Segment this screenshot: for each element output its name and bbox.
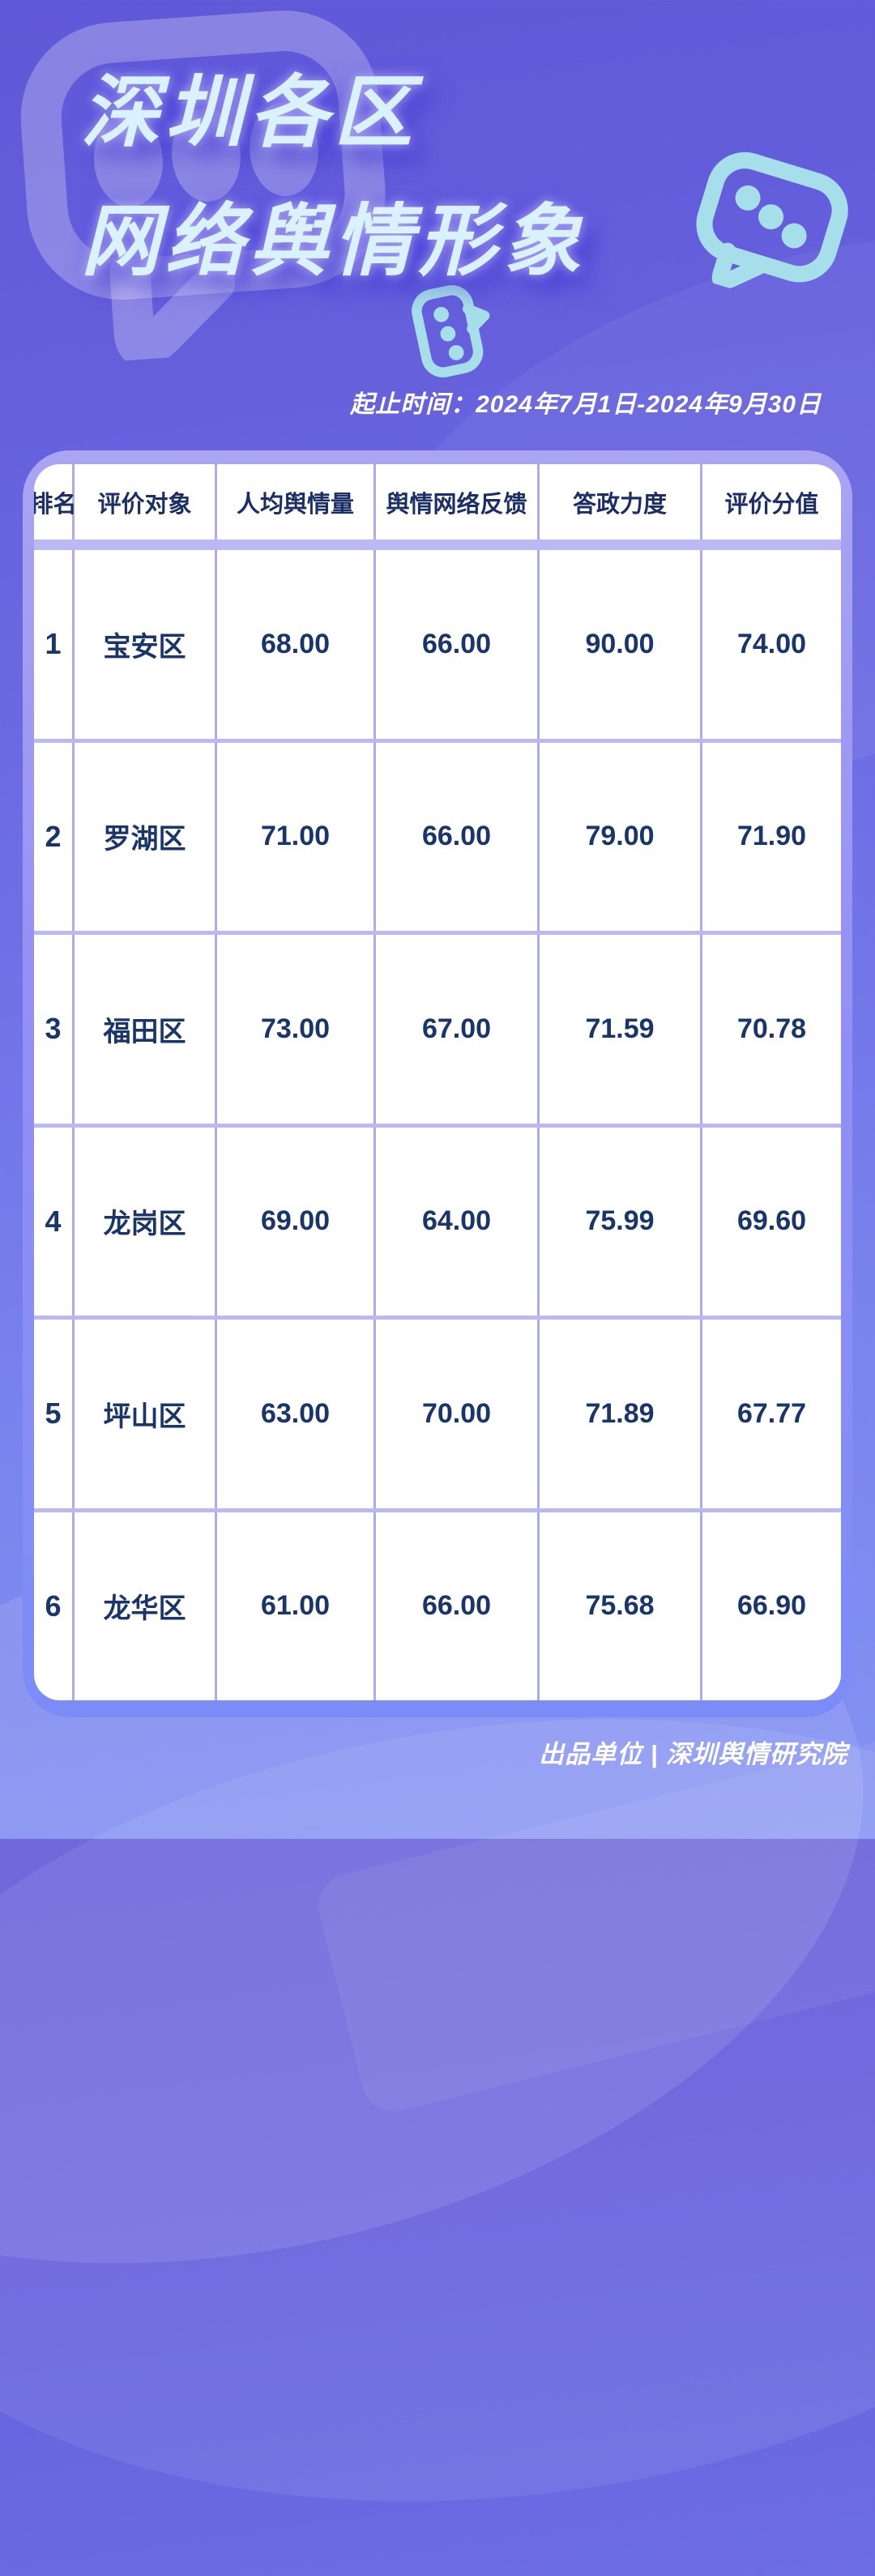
column-header-rank: 排名 — [34, 464, 77, 540]
rank-cell: 3 — [34, 935, 75, 1124]
value-cell: 73.00 — [217, 935, 376, 1124]
column-header-feedback: 舆情网络反馈 — [376, 464, 540, 540]
value-cell: 66.00 — [376, 1512, 540, 1700]
value-cell: 79.00 — [540, 742, 702, 931]
rank-cell: 4 — [34, 1127, 75, 1316]
district-cell: 坪山区 — [75, 1320, 217, 1508]
value-cell: 90.00 — [540, 550, 702, 739]
poster-title: 深圳各区 网络舆情形象 — [81, 73, 587, 280]
value-cell: 74.00 — [736, 628, 807, 659]
chat-bubble-icon — [677, 140, 861, 317]
district-cell: 罗湖区 — [75, 742, 217, 931]
column-header-response: 答政力度 — [540, 464, 702, 540]
value-cell: 70.00 — [376, 1320, 540, 1508]
table-panel: 排名 评价对象 人均舆情量 舆情网络反馈 答政力度 评价分值 1 宝安区 68.… — [23, 450, 852, 1717]
value-cell: 66.90 — [736, 1590, 807, 1622]
value-cell: 68.00 — [217, 550, 376, 739]
date-range-subtitle: 起止时间：2024年7月1日-2024年9月30日 — [350, 391, 822, 418]
value-cell: 64.00 — [376, 1127, 540, 1316]
table-row: 4 龙岗区 69.00 64.00 75.99 69.60 — [34, 1123, 841, 1316]
value-cell: 71.89 — [540, 1320, 702, 1508]
rank-cell: 6 — [34, 1512, 75, 1700]
table-row: 6 龙华区 61.00 66.00 75.68 66.90 — [34, 1508, 841, 1700]
value-cell: 67.00 — [376, 935, 540, 1124]
table-row: 1 宝安区 68.00 66.00 90.00 74.00 — [34, 550, 841, 739]
ranking-table: 排名 评价对象 人均舆情量 舆情网络反馈 答政力度 评价分值 1 宝安区 68.… — [34, 464, 841, 1700]
district-cell: 福田区 — [75, 935, 217, 1124]
value-cell: 69.00 — [217, 1127, 376, 1316]
district-cell: 龙华区 — [75, 1512, 217, 1700]
rank-cell: 2 — [34, 742, 75, 931]
background-swoosh — [0, 1644, 875, 2576]
value-cell: 69.60 — [736, 1205, 807, 1237]
table-row: 2 罗湖区 71.00 66.00 79.00 71.90 — [34, 738, 841, 931]
value-cell: 75.99 — [540, 1127, 702, 1316]
table-body: 1 宝安区 68.00 66.00 90.00 74.00 2 罗湖区 71.0… — [34, 550, 841, 1700]
value-cell: 71.90 — [736, 821, 807, 852]
footer-credit: 出品单位 | 深圳舆情研究院 — [539, 1740, 847, 1768]
rank-cell: 1 — [34, 550, 75, 739]
title-line-1: 深圳各区 — [81, 68, 418, 156]
value-cell: 71.00 — [217, 742, 376, 931]
column-header-volume: 人均舆情量 — [217, 464, 376, 540]
chat-bubble-icon — [402, 275, 506, 391]
value-cell: 66.00 — [376, 550, 540, 739]
table-row: 5 坪山区 63.00 70.00 71.89 67.77 — [34, 1316, 841, 1508]
value-cell: 67.77 — [736, 1397, 807, 1429]
table-row: 3 福田区 73.00 67.00 71.59 70.78 — [34, 931, 841, 1124]
value-cell: 75.68 — [540, 1512, 702, 1700]
value-cell: 66.00 — [376, 742, 540, 931]
value-cell: 61.00 — [217, 1512, 376, 1700]
district-cell: 宝安区 — [75, 550, 217, 739]
header-separator-bar — [34, 540, 841, 550]
column-header-score: 评价分值 — [724, 491, 819, 518]
table-header-row: 排名 评价对象 人均舆情量 舆情网络反馈 答政力度 评价分值 — [34, 464, 841, 540]
column-header-district: 评价对象 — [75, 464, 217, 540]
value-cell: 71.59 — [540, 935, 702, 1124]
district-cell: 龙岗区 — [75, 1127, 217, 1316]
value-cell: 63.00 — [217, 1320, 376, 1508]
rank-cell: 5 — [34, 1320, 75, 1508]
value-cell: 70.78 — [736, 1013, 807, 1044]
title-line-2: 网络舆情形象 — [81, 197, 587, 285]
